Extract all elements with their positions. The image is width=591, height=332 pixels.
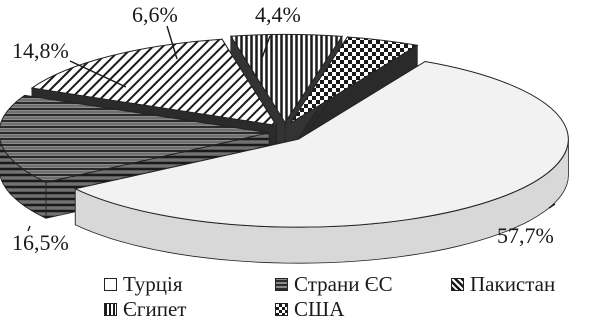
leader-line-pakistan <box>69 60 127 88</box>
data-label-usa: 4,4% <box>255 2 301 27</box>
leader-line-eu <box>27 225 31 232</box>
pie-slice-pakistan <box>30 38 278 127</box>
data-label-eu: 16,5% <box>12 230 69 255</box>
leader-line-egypt <box>166 25 178 60</box>
pie-slice-eu <box>0 94 270 183</box>
pie-slice-egypt <box>229 33 343 124</box>
leader-line-usa <box>261 35 271 59</box>
data-label-egypt: 6,6% <box>132 2 178 27</box>
data-label-turkey: 57,7% <box>497 223 554 248</box>
leader-line-turkey <box>548 203 556 209</box>
pie-slice-usa <box>290 36 419 124</box>
data-label-pakistan: 14,8% <box>12 38 69 63</box>
pie-slice-turkey <box>73 60 569 228</box>
